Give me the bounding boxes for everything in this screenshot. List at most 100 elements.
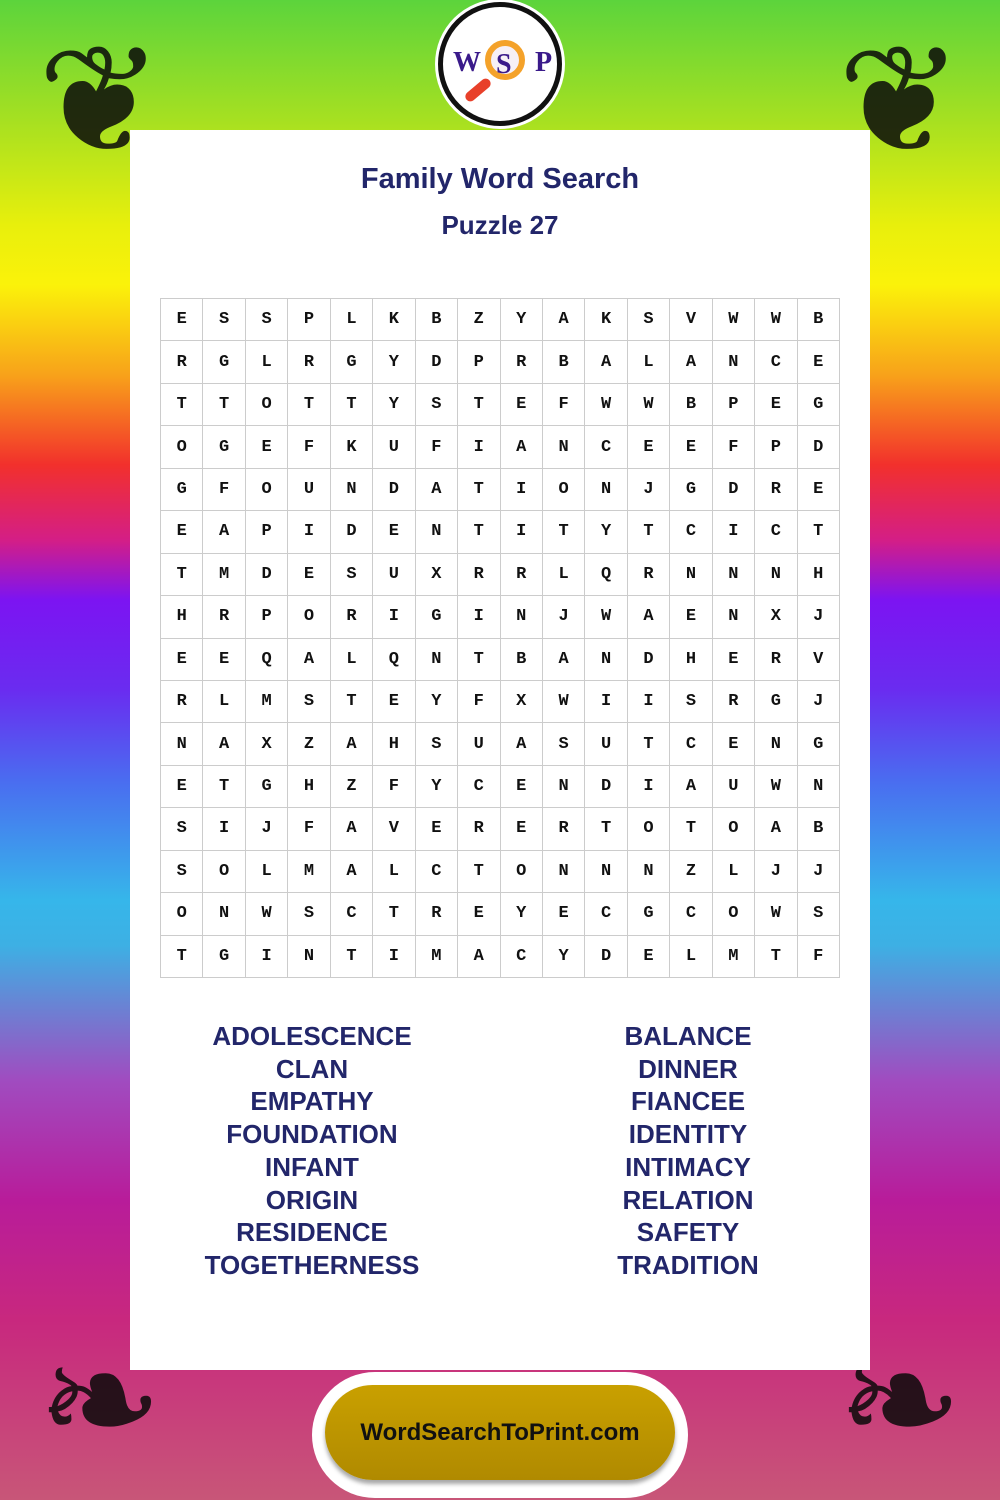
- grid-cell: Y: [373, 383, 416, 427]
- grid-cell: S: [330, 553, 374, 597]
- grid-cell: N: [542, 765, 586, 809]
- grid-cell: C: [755, 341, 798, 384]
- grid-cell: Z: [458, 299, 501, 342]
- grid-cell: I: [288, 511, 331, 554]
- grid-cell: R: [755, 468, 798, 512]
- grid-cell: O: [500, 850, 543, 894]
- grid-cell: U: [585, 723, 628, 766]
- grid-cell: G: [797, 383, 840, 427]
- grid-cell: U: [458, 723, 501, 766]
- grid-cell: G: [203, 341, 246, 384]
- grid-cell: S: [415, 383, 459, 427]
- grid-cell: T: [203, 765, 246, 809]
- grid-cell: R: [755, 638, 798, 681]
- grid-cell: O: [712, 808, 756, 851]
- grid-cell: C: [500, 935, 543, 978]
- grid-cell: S: [161, 808, 204, 851]
- grid-cell: J: [245, 808, 289, 851]
- grid-cell: L: [245, 850, 289, 894]
- grid-cell: M: [415, 935, 459, 978]
- grid-cell: L: [245, 341, 289, 384]
- grid-cell: N: [712, 341, 756, 384]
- grid-cell: N: [542, 850, 586, 894]
- grid-cell: C: [330, 893, 374, 936]
- grid-cell: T: [627, 723, 671, 766]
- grid-cell: I: [712, 511, 756, 554]
- grid-cell: Q: [585, 553, 628, 597]
- grid-cell: T: [373, 893, 416, 936]
- grid-cell: F: [797, 935, 840, 978]
- word-list-item: IDENTITY: [628, 1119, 748, 1150]
- grid-cell: I: [585, 680, 628, 724]
- grid-cell: U: [712, 765, 756, 809]
- grid-cell: C: [755, 511, 798, 554]
- grid-cell: M: [245, 680, 289, 724]
- grid-cell: W: [755, 299, 798, 342]
- grid-cell: A: [670, 341, 713, 384]
- grid-cell: E: [500, 765, 543, 809]
- grid-cell: R: [627, 553, 671, 597]
- grid-cell: E: [670, 426, 713, 469]
- grid-cell: W: [245, 893, 289, 936]
- grid-cell: W: [542, 680, 586, 724]
- grid-cell: N: [415, 638, 459, 681]
- grid-cell: G: [203, 426, 246, 469]
- grid-cell: T: [330, 935, 374, 978]
- grid-cell: Q: [373, 638, 416, 681]
- grid-cell: Z: [330, 765, 374, 809]
- grid-cell: T: [755, 935, 798, 978]
- page-title: Family Word Search: [360, 163, 640, 195]
- grid-cell: R: [712, 680, 756, 724]
- grid-cell: E: [245, 426, 289, 469]
- grid-cell: N: [585, 468, 628, 512]
- grid-cell: A: [203, 511, 246, 554]
- grid-cell: W: [627, 383, 671, 427]
- grid-cell: S: [245, 299, 289, 342]
- grid-cell: E: [288, 553, 331, 597]
- grid-cell: Y: [542, 935, 586, 978]
- website-button[interactable]: WordSearchToPrint.com: [325, 1385, 675, 1480]
- grid-cell: J: [797, 596, 840, 639]
- grid-cell: S: [288, 680, 331, 724]
- grid-cell: T: [458, 468, 501, 512]
- word-list-item: SAFETY: [636, 1217, 740, 1248]
- grid-cell: A: [500, 723, 543, 766]
- grid-cell: A: [458, 935, 501, 978]
- grid-cell: B: [542, 341, 586, 384]
- grid-cell: F: [288, 808, 331, 851]
- grid-cell: D: [373, 468, 416, 512]
- grid-cell: T: [542, 511, 586, 554]
- grid-cell: P: [245, 511, 289, 554]
- grid-cell: E: [203, 638, 246, 681]
- grid-cell: N: [585, 850, 628, 894]
- grid-cell: S: [670, 680, 713, 724]
- grid-cell: Z: [288, 723, 331, 766]
- grid-cell: E: [161, 299, 204, 342]
- word-list-item: TOGETHERNESS: [204, 1249, 420, 1280]
- grid-cell: J: [797, 680, 840, 724]
- grid-cell: N: [797, 765, 840, 809]
- grid-cell: D: [712, 468, 756, 512]
- grid-cell: M: [712, 935, 756, 978]
- magnifier-handle-icon: [463, 76, 493, 104]
- grid-cell: C: [585, 893, 628, 936]
- grid-cell: E: [161, 765, 204, 809]
- grid-cell: S: [415, 723, 459, 766]
- grid-cell: W: [755, 893, 798, 936]
- grid-cell: D: [415, 341, 459, 384]
- grid-cell: N: [161, 723, 204, 766]
- grid-cell: E: [373, 680, 416, 724]
- word-list-right: BALANCE DINNER FIANCEE IDENTITY INTIMACY RELA…: [538, 1020, 838, 1282]
- word-list-item: FIANCEE: [630, 1086, 746, 1117]
- grid-cell: E: [500, 383, 543, 427]
- grid-cell: I: [627, 680, 671, 724]
- wsp-logo: W S P: [438, 2, 562, 126]
- grid-cell: C: [670, 723, 713, 766]
- grid-cell: T: [670, 808, 713, 851]
- grid-cell: L: [712, 850, 756, 894]
- logo-letter-w: W: [453, 47, 481, 78]
- grid-cell: E: [373, 511, 416, 554]
- puzzle-number: Puzzle 27: [441, 210, 559, 240]
- grid-cell: E: [712, 723, 756, 766]
